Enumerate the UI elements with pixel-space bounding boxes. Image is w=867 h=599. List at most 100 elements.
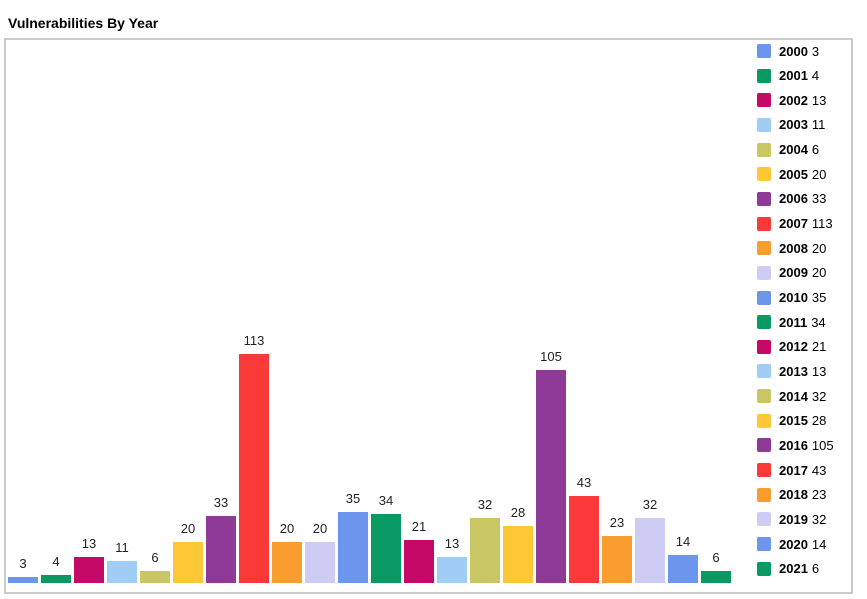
bar-2005 xyxy=(173,542,203,583)
bar-value-label-2001: 4 xyxy=(52,554,60,569)
bar-group-2021: 6 xyxy=(701,551,731,583)
legend-label-2000: 2000 3 xyxy=(779,44,819,59)
legend-label-2014: 2014 32 xyxy=(779,389,826,404)
legend-year-2010: 2010 xyxy=(779,290,808,305)
legend-year-2011: 2011 xyxy=(779,314,808,330)
bar-value-label-2005: 20 xyxy=(180,521,196,536)
legend-item-2004: 2004 6 xyxy=(757,141,819,159)
legend-label-2020: 2020 14 xyxy=(779,537,826,552)
bar-2001 xyxy=(41,575,71,583)
legend-year-2014: 2014 xyxy=(779,388,808,404)
bar-2014 xyxy=(470,518,500,583)
bar-group-2015: 28 xyxy=(503,506,533,583)
bar-value-label-2019: 32 xyxy=(642,497,658,512)
legend-count-2003: 11 xyxy=(811,117,826,133)
bar-group-2011: 34 xyxy=(371,494,401,583)
bar-2004 xyxy=(140,571,170,583)
bar-2006 xyxy=(206,516,236,583)
legend-item-2019: 2019 32 xyxy=(757,510,826,528)
plot-area: 3 4 13 11 6 20 33 113 20 20 35 34 21 13 32 28 105 43 23 32 1… xyxy=(6,40,851,592)
legend-item-2011: 2011 34 xyxy=(757,313,826,331)
legend-count-2000: 3 xyxy=(811,43,820,59)
bar-group-2003: 11 xyxy=(107,541,137,583)
bar-group-2007: 113 xyxy=(239,334,269,583)
legend-year-2015: 2015 xyxy=(779,413,808,429)
bar-value-label-2000: 3 xyxy=(19,556,27,571)
legend-item-2003: 2003 11 xyxy=(757,116,825,134)
legend-swatch-2007 xyxy=(757,216,771,231)
legend-count-2019: 32 xyxy=(811,511,827,527)
legend-item-2013: 2013 13 xyxy=(757,362,826,380)
legend-label-2004: 2004 6 xyxy=(779,142,819,157)
legend-year-2019: 2019 xyxy=(779,511,808,527)
legend-item-2002: 2002 13 xyxy=(757,91,826,109)
legend-count-2002: 13 xyxy=(811,92,827,108)
bar-2020 xyxy=(668,555,698,583)
bar-value-label-2006: 33 xyxy=(213,495,229,510)
bar-value-label-2017: 43 xyxy=(576,475,592,490)
bar-2002 xyxy=(74,557,104,583)
legend-year-2009: 2009 xyxy=(779,265,808,281)
legend-swatch-2000 xyxy=(757,44,771,58)
legend-swatch-2002 xyxy=(757,93,771,108)
bar-group-2016: 105 xyxy=(536,350,566,583)
legend-item-2010: 2010 35 xyxy=(757,289,826,307)
legend: 2000 3 2001 4 2002 13 2003 11 2004 6 2005 20 2006 33 2… xyxy=(757,40,853,592)
legend-year-2001: 2001 xyxy=(779,68,808,84)
legend-count-2015: 28 xyxy=(811,413,827,429)
legend-count-2001: 4 xyxy=(811,68,820,84)
legend-item-2000: 2000 3 xyxy=(757,42,819,60)
legend-swatch-2017 xyxy=(757,463,771,478)
bar-2017 xyxy=(569,496,599,583)
bar-2018 xyxy=(602,536,632,583)
legend-label-2011: 2011 34 xyxy=(779,315,826,330)
bar-value-label-2013: 13 xyxy=(444,536,460,551)
legend-count-2009: 20 xyxy=(811,265,827,281)
legend-year-2002: 2002 xyxy=(779,92,808,108)
legend-item-2021: 2021 6 xyxy=(757,560,819,578)
bar-group-2014: 32 xyxy=(470,498,500,583)
legend-item-2015: 2015 28 xyxy=(757,412,826,430)
legend-year-2012: 2012 xyxy=(779,339,808,355)
bar-group-2001: 4 xyxy=(41,555,71,583)
bar-2010 xyxy=(338,512,368,583)
bar-2011 xyxy=(371,514,401,583)
legend-label-2019: 2019 32 xyxy=(779,512,826,527)
bar-group-2000: 3 xyxy=(8,557,38,583)
legend-count-2012: 21 xyxy=(811,339,827,355)
legend-swatch-2005 xyxy=(757,167,771,182)
legend-item-2001: 2001 4 xyxy=(757,67,819,85)
bar-group-2020: 14 xyxy=(668,535,698,583)
bar-value-label-2009: 20 xyxy=(312,521,328,536)
legend-item-2017: 2017 43 xyxy=(757,461,826,479)
bar-2019 xyxy=(635,518,665,583)
bar-value-label-2007: 113 xyxy=(243,333,265,348)
bar-value-label-2016: 105 xyxy=(540,349,562,364)
legend-label-2007: 2007 113 xyxy=(779,216,833,231)
legend-year-2008: 2008 xyxy=(779,240,808,256)
bar-2007 xyxy=(239,354,269,583)
legend-year-2017: 2017 xyxy=(779,462,808,478)
bar-2015 xyxy=(503,526,533,583)
legend-item-2018: 2018 23 xyxy=(757,486,826,504)
legend-swatch-2019 xyxy=(757,512,771,527)
legend-count-2011: 34 xyxy=(811,314,826,330)
legend-count-2017: 43 xyxy=(811,462,827,478)
bar-group-2004: 6 xyxy=(140,551,170,583)
legend-item-2020: 2020 14 xyxy=(757,535,826,553)
bar-2009 xyxy=(305,542,335,583)
legend-swatch-2010 xyxy=(757,290,771,305)
legend-count-2010: 35 xyxy=(811,290,827,305)
legend-item-2005: 2005 20 xyxy=(757,165,826,183)
bar-group-2006: 33 xyxy=(206,496,236,583)
legend-swatch-2004 xyxy=(757,142,771,157)
legend-count-2005: 20 xyxy=(811,166,827,182)
legend-swatch-2012 xyxy=(757,339,771,354)
bar-group-2002: 13 xyxy=(74,537,104,583)
bar-value-label-2021: 6 xyxy=(712,550,720,565)
legend-count-2008: 20 xyxy=(811,240,827,256)
legend-swatch-2014 xyxy=(757,389,771,404)
bar-group-2010: 35 xyxy=(338,492,368,583)
legend-swatch-2020 xyxy=(757,537,771,551)
legend-label-2002: 2002 13 xyxy=(779,93,826,108)
